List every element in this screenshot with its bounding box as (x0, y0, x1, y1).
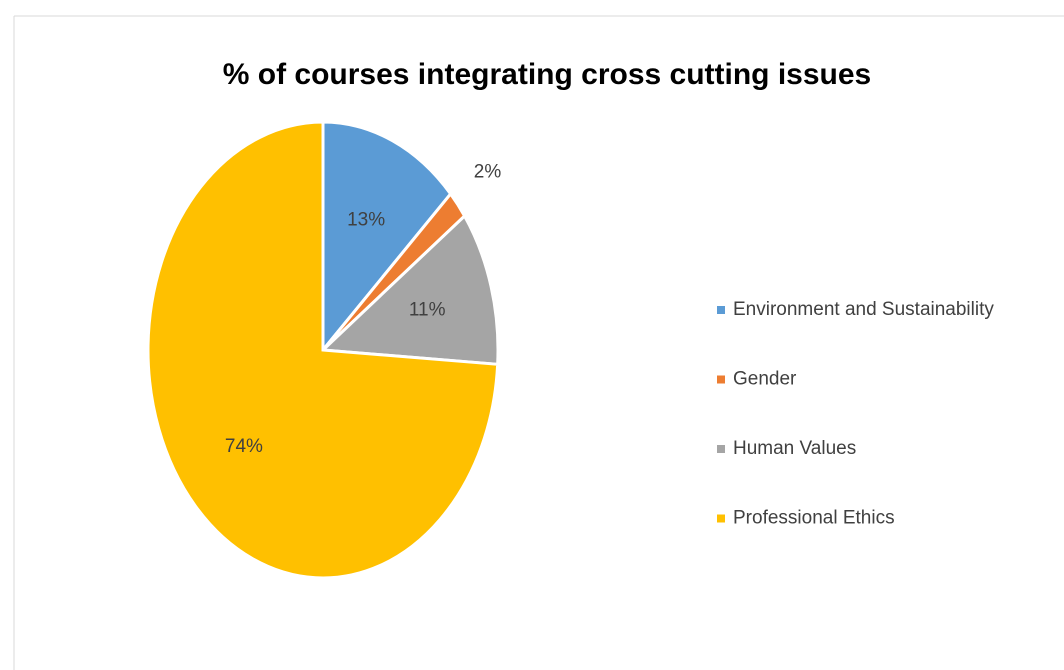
legend-label: Professional Ethics (733, 508, 895, 529)
legend-swatch (717, 375, 725, 384)
legend-label: Human Values (733, 438, 856, 459)
legend-swatch (717, 306, 725, 314)
data-label: 74% (225, 436, 263, 457)
pie-slice (146, 120, 500, 580)
legend-label: Environment and Sustainability (733, 299, 994, 320)
legend-swatch (717, 514, 725, 523)
pie-slice (321, 120, 453, 355)
pie-slice (319, 213, 500, 366)
data-label: 13% (347, 209, 385, 230)
legend-label: Gender (733, 369, 797, 390)
data-label: 2% (474, 162, 502, 183)
chart-title: % of courses integrating cross cutting i… (223, 58, 872, 91)
data-label: 11% (409, 300, 446, 321)
legend-swatch (717, 445, 725, 453)
